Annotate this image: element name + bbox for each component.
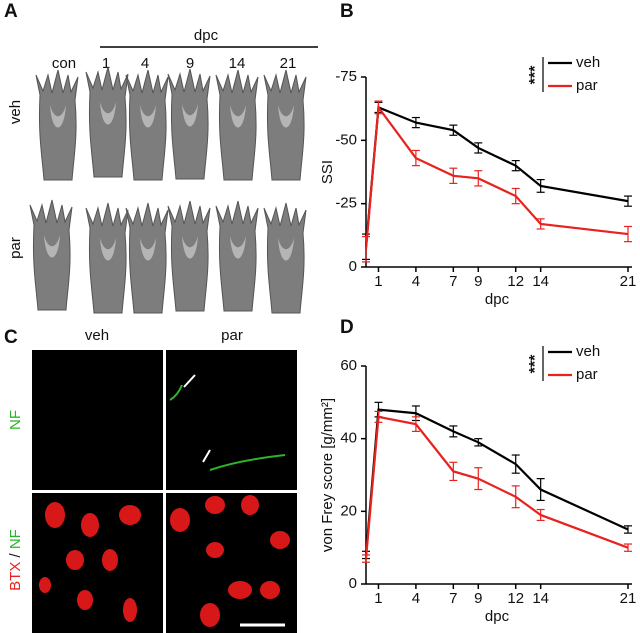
x-tick-label: 9 — [474, 273, 482, 290]
x-tick-label: 12 — [507, 590, 524, 607]
legend-label: par — [576, 366, 598, 383]
row-label: par — [7, 237, 24, 259]
x-tick-label: 4 — [412, 590, 420, 607]
x-tick-label: 4 — [412, 273, 420, 290]
y-tick-label: -25 — [335, 195, 357, 212]
significance: *** — [527, 65, 544, 84]
column-label: veh — [85, 327, 109, 344]
group-label: dpc — [194, 27, 219, 44]
column-label: 14 — [229, 55, 246, 72]
x-tick-label: 14 — [532, 590, 549, 607]
y-tick-label: 20 — [340, 502, 357, 519]
legend-label: par — [576, 77, 598, 94]
x-tick-label: 21 — [620, 590, 637, 607]
series-line — [364, 415, 629, 559]
panel-label: B — [340, 1, 354, 22]
legend-label: veh — [576, 343, 600, 360]
column-label: 21 — [280, 55, 297, 72]
micrographs — [32, 350, 297, 633]
x-tick-label: 1 — [374, 590, 382, 607]
significance: *** — [527, 354, 544, 373]
row-label: veh — [7, 100, 24, 124]
column-labels: con 1 4 9 14 21 — [52, 55, 296, 72]
column-label: 1 — [102, 55, 110, 72]
x-axis-label: dpc — [485, 608, 510, 625]
x-tick-label: 21 — [620, 273, 637, 290]
paw-images — [29, 66, 307, 314]
separator: / — [7, 552, 24, 557]
y-tick-label: -50 — [335, 131, 357, 148]
series-line — [364, 105, 629, 247]
row-label: NF — [7, 410, 24, 430]
y-axis-label: SSI — [319, 160, 336, 184]
panel-label: D — [340, 317, 354, 338]
stain-label: BTX — [7, 562, 24, 591]
y-tick-label: 0 — [349, 258, 357, 275]
panel-label: C — [4, 327, 18, 348]
x-axis-label: dpc — [485, 291, 510, 308]
x-tick-label: 7 — [449, 590, 457, 607]
x-tick-label: 14 — [532, 273, 549, 290]
y-tick-label: 0 — [349, 575, 357, 592]
y-axis-label: von Frey score [g/mm²] — [319, 398, 336, 552]
y-tick-label: 40 — [340, 430, 357, 447]
series-line — [364, 408, 629, 556]
series-line — [364, 104, 629, 250]
x-tick-label: 12 — [507, 273, 524, 290]
row-label: BTX / NF — [7, 529, 24, 591]
y-tick-label: 60 — [340, 357, 357, 374]
column-label: par — [221, 327, 243, 344]
column-label: 4 — [141, 55, 149, 72]
legend-label: veh — [576, 54, 600, 71]
column-label: con — [52, 55, 76, 72]
panel-label: A — [4, 1, 18, 22]
stain-label: NF — [7, 529, 24, 549]
y-tick-label: -75 — [335, 68, 357, 85]
x-tick-label: 9 — [474, 590, 482, 607]
x-tick-label: 1 — [374, 273, 382, 290]
x-tick-label: 7 — [449, 273, 457, 290]
column-label: 9 — [186, 55, 194, 72]
